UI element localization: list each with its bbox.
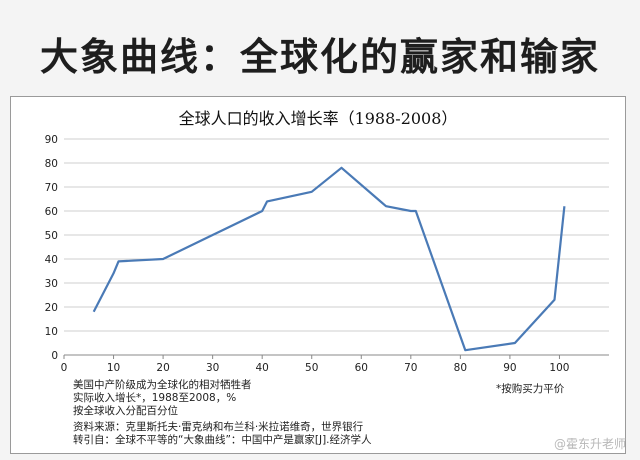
x-tick-label: 50 xyxy=(305,362,318,374)
x-tick-label: 20 xyxy=(156,362,169,374)
chart-frame: 全球人口的收入增长率（1988-2008） 0 10 20 30 40 50 60 70 80 9… xyxy=(10,96,626,454)
x-tick-label: 100 xyxy=(549,362,569,374)
y-tick-label: 60 xyxy=(45,206,58,218)
y-tick-label: 30 xyxy=(45,278,58,290)
y-tick-label: 80 xyxy=(45,158,58,170)
x-tick-label: 60 xyxy=(355,362,368,374)
y-tick-label: 70 xyxy=(45,182,58,194)
income-growth-line xyxy=(92,166,566,352)
ppp-footnote: *按购买力平价 xyxy=(496,383,565,395)
note-line-1: 美国中产阶级成为全球化的相对牺牲者 xyxy=(73,379,252,391)
source-line-2: 转引自：全球不平等的“大象曲线”：中国中产是赢家[J].经济学人 xyxy=(73,434,372,446)
chart-title: 全球人口的收入增长率（1988-2008） xyxy=(178,109,458,128)
y-tick-label: 40 xyxy=(45,254,58,266)
source-line-1: 资料来源：克里斯托夫·雷克纳和布兰科·米拉诺维奇，世界银行 xyxy=(73,421,364,433)
x-tick-label: 30 xyxy=(206,362,219,374)
y-tick-label: 20 xyxy=(45,302,58,314)
x-tick-label: 10 xyxy=(107,362,120,374)
note-line-3: 按全球收入分配百分位 xyxy=(73,405,178,417)
y-tick-label: 10 xyxy=(45,326,58,338)
x-tick-label: 80 xyxy=(454,362,467,374)
note-line-2: 实际收入增长*，1988至2008，% xyxy=(73,392,237,404)
x-tick-label: 90 xyxy=(503,362,516,374)
slide-title: 大象曲线：全球化的赢家和输家 xyxy=(39,35,600,79)
watermark: @霍东升老师 xyxy=(553,437,626,451)
y-tick-label: 0 xyxy=(51,350,58,362)
elephant-curve-chart: 0 10 20 30 40 50 60 70 80 90 0 10 20 30 40 50 60 70 80 90 10… xyxy=(45,134,609,374)
x-tick-label: 70 xyxy=(404,362,417,374)
y-tick-label: 50 xyxy=(45,230,58,242)
y-tick-label: 90 xyxy=(45,134,58,146)
x-tick-label: 40 xyxy=(255,362,268,374)
x-tick-label: 0 xyxy=(61,362,68,374)
